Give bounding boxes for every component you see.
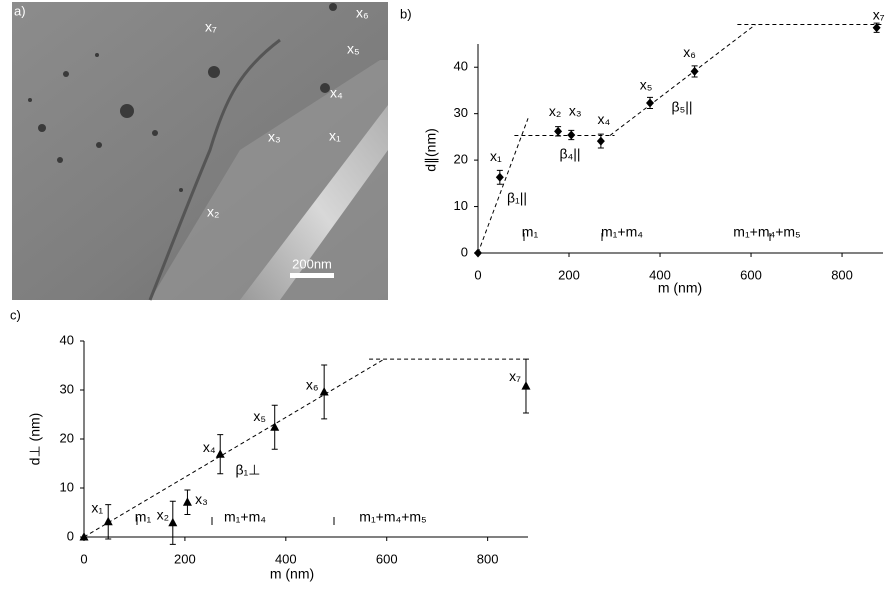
point-label: x₆ — [306, 377, 319, 393]
point-label: x₇ — [509, 368, 521, 384]
point — [215, 449, 225, 458]
point-label: x₁ — [490, 148, 502, 164]
x-tick-label: 0 — [474, 267, 481, 282]
point — [567, 130, 576, 140]
point-label: x₁ — [329, 128, 341, 144]
point-label: x₂ — [207, 204, 219, 220]
point — [554, 126, 563, 136]
point-label: x₃ — [569, 103, 582, 119]
point-label: x₂ — [157, 506, 169, 522]
chart: b) 0 200 400 600 800 0 10 20 30 40 m (nm) d∥(nm) m₁ m₁… — [400, 6, 885, 295]
annotation: m₁+m₄ — [601, 224, 643, 240]
point — [79, 532, 89, 541]
annotation: m₁ — [522, 224, 539, 240]
afm-image — [12, 2, 388, 301]
point-label: x₂ — [549, 103, 561, 119]
afm-terrace — [150, 60, 388, 300]
scale-bar-label: 200nm — [292, 256, 332, 271]
x-tick-label: 800 — [831, 267, 853, 282]
point — [646, 98, 655, 108]
x-tick-label: 600 — [376, 551, 398, 566]
annotation: m₁ — [135, 509, 152, 525]
fit-line — [83, 358, 385, 538]
afm-particles — [28, 3, 337, 192]
x-axis-title: m (nm) — [658, 280, 702, 296]
y-tick-label: 10 — [454, 198, 468, 213]
annotation: β₅|| — [672, 99, 693, 115]
panel-label: b) — [400, 6, 412, 21]
y-tick-label: 40 — [454, 59, 468, 74]
x-axis-title: m (nm) — [270, 566, 314, 582]
y-axis-title: d⊥ (nm) — [27, 413, 43, 466]
panel-label: c) — [10, 307, 21, 322]
point-label: x₆ — [683, 44, 696, 60]
point-label: x₄ — [330, 85, 343, 101]
point-label: x₄ — [203, 439, 216, 455]
point-label: x₃ — [268, 129, 281, 145]
point-label: x₄ — [598, 111, 611, 127]
point — [474, 248, 482, 258]
x-tick-label: 200 — [558, 267, 580, 282]
x-tick-label: 0 — [80, 551, 87, 566]
point — [521, 381, 531, 390]
chart: c) 0 200 400 600 800 0 10 20 30 40 m (nm) d⊥ (nm) m₁ m… — [10, 307, 531, 582]
y-tick-label: 10 — [60, 479, 74, 494]
fit-line — [477, 118, 529, 254]
point-label: x₅ — [253, 408, 266, 424]
fit-line — [609, 24, 756, 136]
x-tick-label: 200 — [174, 551, 196, 566]
annotation: β₁|| — [507, 190, 527, 206]
y-tick-label: 40 — [60, 332, 74, 347]
y-tick-label: 20 — [60, 430, 74, 445]
point — [596, 136, 605, 146]
point — [495, 172, 504, 182]
annotation: m₁+m₄+m₅ — [359, 509, 426, 525]
x-tick-label: 600 — [740, 267, 762, 282]
y-tick-label: 30 — [454, 105, 468, 120]
y-tick-label: 0 — [67, 528, 74, 543]
point — [103, 516, 113, 526]
x-tick-label: 400 — [275, 551, 297, 566]
annotation: m₁+m₄+m₅ — [733, 224, 800, 240]
point-label: x₃ — [195, 491, 208, 507]
point — [182, 497, 192, 506]
annotation: β₁⊥ — [236, 462, 261, 478]
annotation: m₁+m₄ — [224, 509, 266, 525]
point-label: x₅ — [640, 77, 653, 93]
scale-bar — [290, 273, 334, 278]
afm-step — [240, 105, 388, 300]
point — [168, 517, 178, 527]
panel-label: a) — [14, 3, 26, 18]
point-label: x₅ — [347, 41, 360, 57]
point-label: x₁ — [91, 500, 103, 516]
point-label: x₇ — [873, 6, 885, 22]
point-label: x₆ — [356, 5, 369, 21]
x-tick-label: 800 — [477, 551, 499, 566]
y-tick-label: 30 — [60, 381, 74, 396]
y-axis-title: d∥(nm) — [423, 128, 439, 172]
point — [270, 422, 280, 431]
point — [319, 386, 329, 396]
point — [690, 66, 699, 76]
y-tick-label: 20 — [454, 152, 468, 167]
afm-ridge — [148, 38, 281, 301]
x-tick-label: 400 — [649, 267, 671, 282]
point-label: x₇ — [205, 19, 217, 35]
y-tick-label: 0 — [461, 244, 468, 259]
point — [872, 23, 881, 33]
annotation: β₄|| — [559, 146, 580, 162]
